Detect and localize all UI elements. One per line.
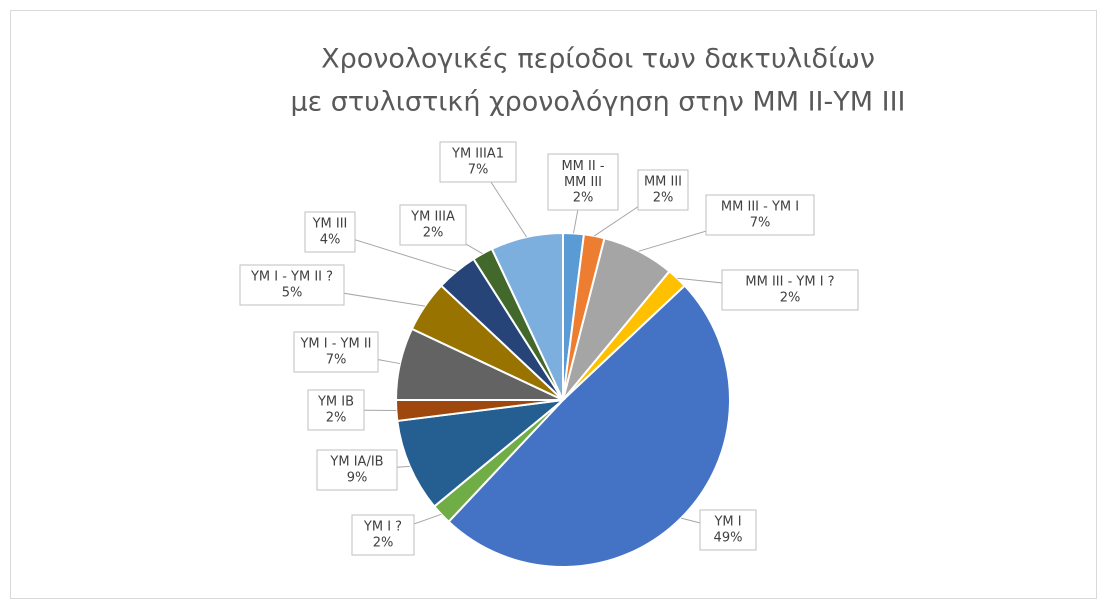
category-label: YM I - YM II ? bbox=[250, 270, 333, 285]
label-box bbox=[637, 169, 689, 211]
category-label: MM II -MM III bbox=[561, 159, 604, 190]
value-label: 9% bbox=[347, 471, 368, 486]
label-box bbox=[547, 153, 619, 211]
category-label: MM III - YM I bbox=[721, 200, 799, 215]
chart-title: Χρονολογικές περίοδοι των δακτυλιδίων bbox=[321, 44, 875, 75]
value-label: 2% bbox=[573, 191, 594, 206]
label-box bbox=[439, 141, 517, 183]
pie-slice bbox=[490, 231, 564, 401]
category-label: YM III bbox=[312, 217, 348, 232]
label-box bbox=[699, 509, 757, 551]
category-label: YM I - YM II bbox=[299, 337, 371, 352]
label-box bbox=[293, 331, 379, 373]
chart-title: με στυλιστική χρονολόγηση στην ΜΜ ΙΙ-ΥΜ … bbox=[290, 87, 905, 118]
label-box bbox=[304, 211, 356, 253]
value-label: 5% bbox=[282, 286, 303, 301]
label-box bbox=[316, 449, 398, 491]
value-label: 2% bbox=[423, 226, 444, 241]
value-label: 7% bbox=[326, 353, 347, 368]
category-label: MM III - YM I ? bbox=[745, 275, 834, 290]
label-box bbox=[721, 269, 859, 311]
value-label: 7% bbox=[750, 216, 771, 231]
value-label: 2% bbox=[373, 536, 394, 551]
slices bbox=[394, 231, 731, 568]
category-label: YM IIIA1 bbox=[451, 147, 504, 162]
label-box bbox=[307, 389, 365, 431]
category-label: YM I ? bbox=[363, 520, 402, 535]
category-label: YM I bbox=[713, 515, 741, 530]
category-label: YM IIIA bbox=[410, 210, 455, 225]
value-label: 2% bbox=[653, 191, 674, 206]
value-label: 2% bbox=[326, 411, 347, 426]
value-label: 7% bbox=[468, 163, 489, 178]
category-label: YM IB bbox=[317, 395, 354, 410]
value-label: 4% bbox=[320, 233, 341, 248]
pie-slice bbox=[447, 284, 731, 568]
label-box bbox=[351, 514, 415, 556]
label-box bbox=[399, 204, 467, 246]
category-label: YM IA/IB bbox=[329, 455, 383, 470]
label-box bbox=[239, 264, 345, 306]
pie-slice bbox=[396, 398, 567, 508]
category-label: MM III bbox=[644, 175, 682, 190]
value-label: 49% bbox=[714, 531, 743, 546]
value-label: 2% bbox=[780, 291, 801, 306]
label-box bbox=[705, 194, 815, 236]
